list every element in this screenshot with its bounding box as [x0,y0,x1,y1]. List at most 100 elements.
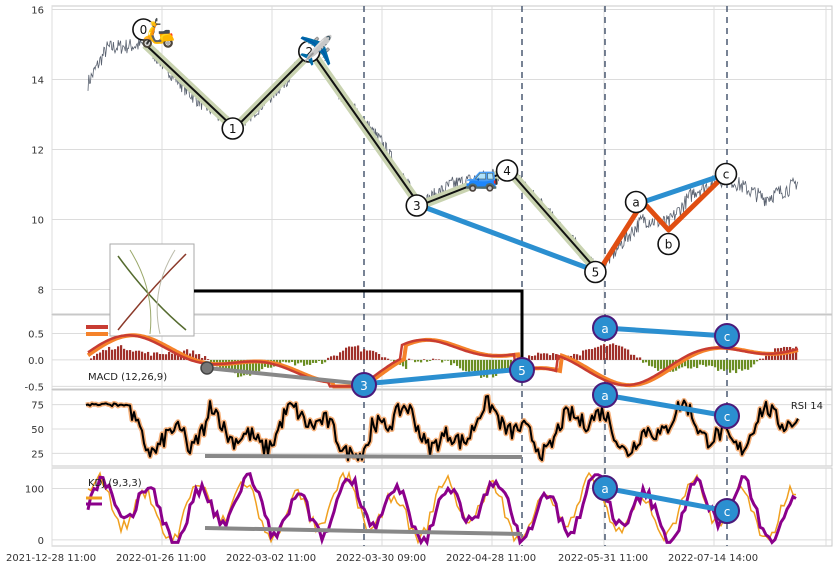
macd-hist-bar [501,359,504,374]
macd-hist-bar [603,344,606,360]
macd-hist-bar [162,354,165,360]
macd-hist-bar [708,359,711,366]
macd-hist-bar [435,359,438,360]
macd-hist-bar [654,359,657,369]
macd-hist-bar [129,350,132,360]
macd-hist-bar [285,359,288,363]
macd-hist-bar [489,359,492,375]
macd-hist-bar [348,346,351,360]
macd-hist-bar [123,348,126,360]
macd-hist-bar [204,356,207,360]
macd-hist-bar [498,359,501,374]
macd-hist-bar [486,359,489,378]
rsi-grey-divergence-line [204,454,523,459]
macd-hist-bar [633,354,636,360]
macd-hist-bar [198,354,201,360]
macd-hist-bar [387,358,390,360]
macd-hist-bar [795,346,798,360]
macd-hist-bar [249,359,252,376]
rsi-marker-c-label: c [724,410,731,424]
macd-hist-bar [357,345,360,360]
y-tick-rsi: 75 [31,401,44,412]
macd-hist-bar [381,357,384,360]
y-tick-price: 14 [31,76,44,87]
macd-hist-bar [504,359,507,369]
macd-marker-a-circle [592,315,618,341]
macd-hist-bar [312,359,315,363]
macd-hist-bar [477,359,480,375]
macd-hist-bar [423,359,426,360]
macd-hist-bar [441,359,444,363]
y-tick-macd: 0.5 [28,330,44,341]
macd-hist-bar [684,359,687,367]
macd-hist-bar [627,349,630,360]
macd-hist-bar [159,353,162,360]
macd-hist-bar [747,359,750,370]
y-tick-rsi: 50 [31,425,44,436]
macd-hist-bar [234,359,237,374]
macd-hist-bar [105,350,108,360]
airplane-icon: ✈️ [299,33,334,67]
macd-hist-bar [261,359,264,370]
macd-hist-bar [339,352,342,360]
macd-hist-bar [108,346,111,360]
macd-hist-bar [429,359,432,361]
macd-hist-bar [426,359,429,362]
thumbnail-curve-2 [117,253,187,331]
macd-hist-bar [666,359,669,371]
macd-hist-bar [621,346,624,360]
macd-hist-bar [594,347,597,360]
kdj-d-line [87,470,797,545]
kdj-panel-title: KDJ (9,3,3) [88,478,142,489]
wave-label-circle-4 [495,159,519,182]
macd-hist-bar [438,359,441,360]
macd-hist-bar [474,359,477,374]
macd-hist-bar [150,355,153,360]
wave-label-a: a [632,196,639,210]
thumbnail-curve-4 [156,249,176,335]
macd-hist-bar [333,355,336,360]
macd-hist-bar [531,356,534,360]
macd-hist-bar [606,345,609,360]
macd-blue-ac-line [604,325,728,339]
x-tick-label: 2022-01-26 11:00 [116,553,206,564]
macd-hist-bar [303,359,306,366]
macd-hist-bar [615,344,618,360]
macd-hist-bar [744,359,747,370]
macd-hist-bar [546,353,549,360]
macd-hist-bar [636,357,639,360]
macd-hist-bar [591,349,594,360]
macd-hist-bar [246,359,249,375]
macd-hist-bar [252,359,255,373]
rsi-blue-ac-line [604,392,728,419]
kdj-j-line [86,472,797,547]
kdj-marker-a-label: a [601,482,608,496]
macd-hist-bar [237,359,240,378]
macd-hist-bar [534,355,537,360]
macd-hist-bar [651,359,654,367]
macd-hist-bar [213,359,216,364]
macd-hist-bar [96,353,99,360]
scooter-icon: 🛵 [141,16,176,49]
macd-hist-bar [132,351,135,360]
wave-label-circle-c [714,162,738,186]
macd-hist-bar [300,359,303,363]
macd-hist-bar [126,350,129,360]
macd-hist-bar [768,352,771,360]
thumbnail-curve-3 [129,249,152,335]
macd-hist-bar [762,358,765,360]
macd-hist-bar [663,359,666,372]
macd-hist-bar [288,359,291,363]
macd-hist-bar [324,359,327,363]
macd-hist-bar [771,352,774,360]
macd-hist-bar [156,352,159,360]
y-tick-kdj: 100 [25,485,44,496]
macd-hist-bar [537,352,540,360]
macd-hist-bar [696,359,699,369]
corrective-orange-line [596,172,728,274]
wave-label-0: 0 [140,23,148,37]
macd-hist-bar [171,353,174,360]
macd-hist-bar [450,359,453,366]
macd-marker-3-label: 3 [360,379,368,393]
macd-hist-bar [144,353,147,360]
